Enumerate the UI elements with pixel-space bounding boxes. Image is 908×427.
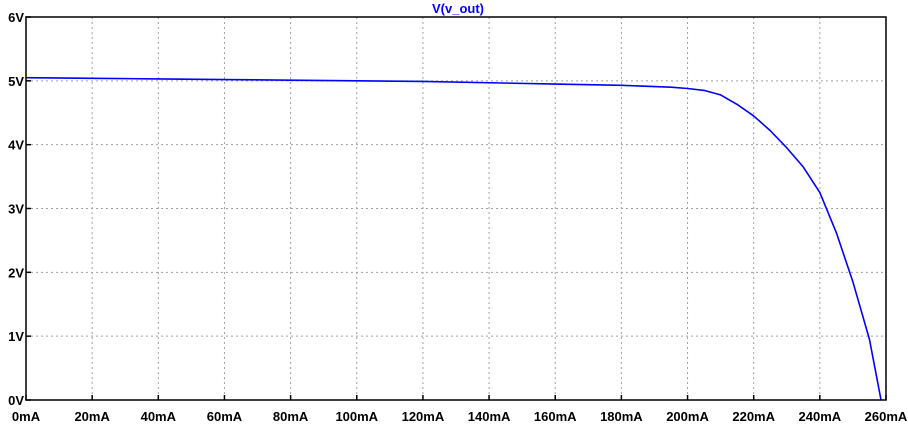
data-point (670, 86, 672, 88)
x-tick-label: 180mA (600, 409, 643, 424)
y-axis-tick-labels: 0V 1V 2V 3V 4V 5V 6V (8, 10, 24, 408)
data-point (157, 78, 159, 80)
x-tick-label: 60mA (207, 409, 243, 424)
x-tick-label: 40mA (141, 409, 177, 424)
x-tick-label: 220mA (732, 409, 775, 424)
y-tick-label: 0V (8, 393, 24, 408)
x-tick-label: 20mA (74, 409, 110, 424)
data-point (686, 87, 689, 90)
y-tick-label: 1V (8, 329, 24, 344)
axis-ticks (25, 16, 887, 401)
series-layer (25, 76, 882, 401)
data-point (835, 232, 837, 234)
data-point (802, 166, 804, 168)
data-point (819, 191, 821, 194)
series-line-v-out (25, 76, 882, 401)
data-point (356, 80, 358, 82)
y-tick-label: 4V (8, 138, 24, 153)
x-tick-label: 260mA (865, 409, 908, 424)
x-axis-tick-labels: 0mA 20mA 40mA 60mA 80mA 100mA 120mA 140mA 160mA 1… (12, 409, 908, 424)
data-point (488, 82, 490, 84)
y-tick-label: 3V (8, 202, 24, 217)
data-point (769, 130, 771, 132)
data-point (852, 281, 854, 283)
x-tick-label: 100mA (335, 409, 378, 424)
data-point (868, 338, 871, 340)
x-tick-label: 240mA (799, 409, 842, 424)
data-point (223, 78, 226, 81)
data-point (554, 83, 556, 85)
y-tick-label: 5V (8, 74, 24, 89)
x-tick-label: 120mA (402, 409, 445, 424)
y-tick-label: 2V (8, 265, 24, 280)
x-tick-label: 160mA (534, 409, 577, 424)
data-point (753, 115, 755, 117)
data-point (703, 89, 705, 92)
chart-title: V(v_out) (432, 1, 484, 16)
y-tick-label: 6V (8, 10, 24, 25)
x-tick-label: 200mA (666, 409, 709, 424)
x-tick-label: 140mA (468, 409, 511, 424)
data-point (786, 147, 788, 149)
grid-lines (26, 17, 886, 400)
x-tick-label: 0mA (12, 409, 41, 424)
x-tick-label: 80mA (273, 409, 309, 424)
data-point (620, 84, 622, 86)
data-point (290, 79, 292, 81)
data-point (720, 94, 722, 96)
data-point (91, 77, 93, 79)
data-point (422, 80, 424, 83)
data-point (736, 103, 738, 106)
